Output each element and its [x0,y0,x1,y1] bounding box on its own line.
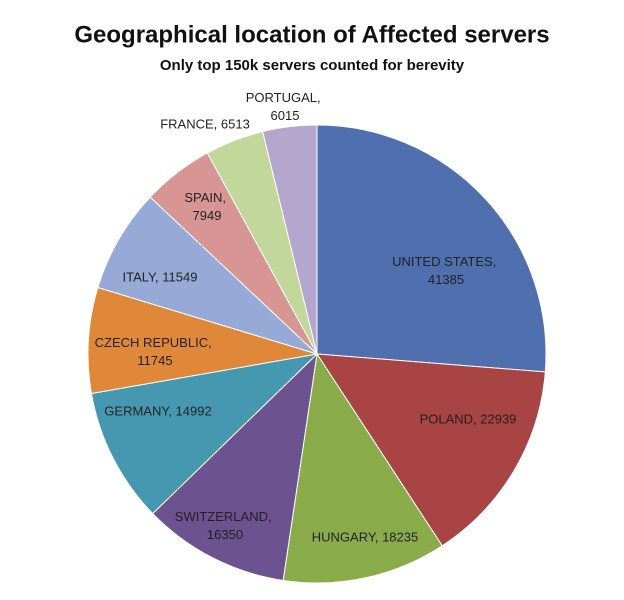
chart-subtitle: Only top 150k servers counted for berevi… [160,57,465,74]
pie-slice [316,124,547,373]
pie-slice [87,286,318,395]
data-label: ITALY, 11549 [123,269,198,284]
data-label: SWITZERLAND, 16350 [175,509,275,542]
data-label: HUNGARY, 18235 [312,529,418,544]
pie-slice [90,353,319,515]
pie-slice [97,196,318,355]
data-label: CZECH REPUBLIC, 11745 [95,335,216,368]
pie-slice [262,124,318,355]
data-label: GERMANY, 14992 [104,403,211,418]
data-label: POLAND, 22939 [420,411,517,426]
pie-slice [152,352,318,582]
data-label: PORTUGAL, 6015 [246,90,325,123]
data-label: SPAIN, 7949 [184,190,229,223]
pie-slice [282,352,443,584]
chart-title: Geographical location of Affected server… [74,21,549,48]
pie-slice [316,353,546,547]
data-label: UNITED STATES, 41385 [392,254,500,287]
data-label: FRANCE, 6513 [160,116,250,131]
